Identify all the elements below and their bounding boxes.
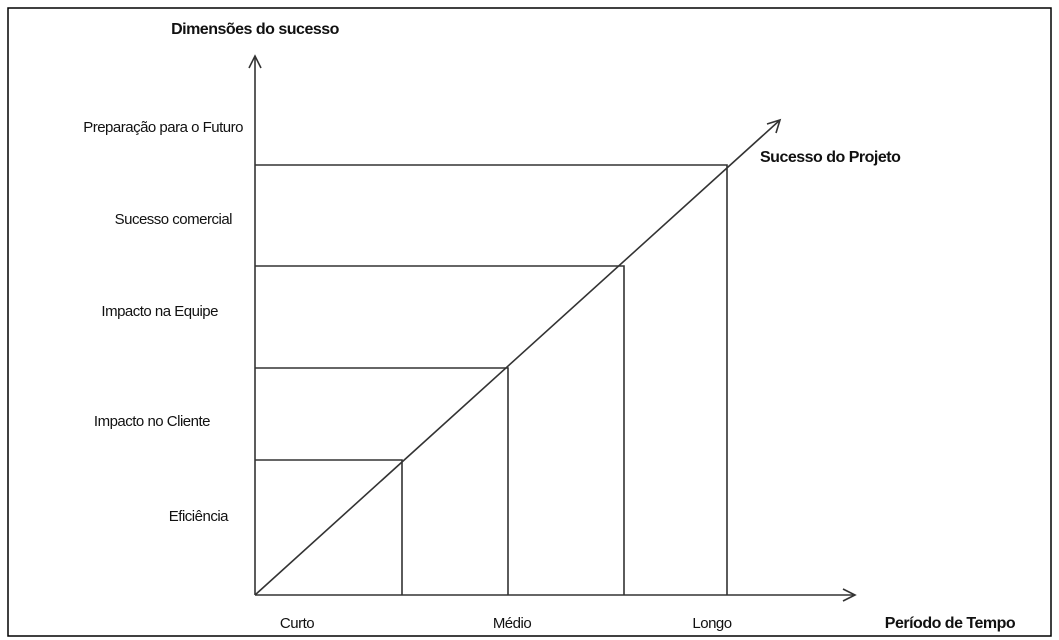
- level-label: Impacto no Cliente: [94, 413, 210, 430]
- level-label: Eficiência: [169, 508, 229, 525]
- line-label: Sucesso do Projeto: [760, 149, 901, 166]
- frame: [7, 7, 1052, 637]
- step: [255, 367, 509, 595]
- success-line: [254, 119, 781, 596]
- step: [255, 265, 625, 595]
- success-arrow: [766, 118, 782, 134]
- period-label: Longo: [692, 615, 731, 632]
- level-label: Sucesso comercial: [115, 211, 233, 228]
- period-label: Médio: [493, 615, 532, 632]
- x-axis-title: Período de Tempo: [885, 615, 1016, 632]
- y-axis-title: Dimensões do sucesso: [171, 21, 340, 38]
- level-label: Preparação para o Futuro: [83, 119, 243, 136]
- level-label: Impacto na Equipe: [101, 303, 218, 320]
- period-label: Curto: [280, 615, 314, 632]
- y-arrow: [248, 54, 262, 69]
- step: [255, 164, 728, 595]
- x-arrow: [842, 588, 857, 602]
- step: [255, 459, 403, 595]
